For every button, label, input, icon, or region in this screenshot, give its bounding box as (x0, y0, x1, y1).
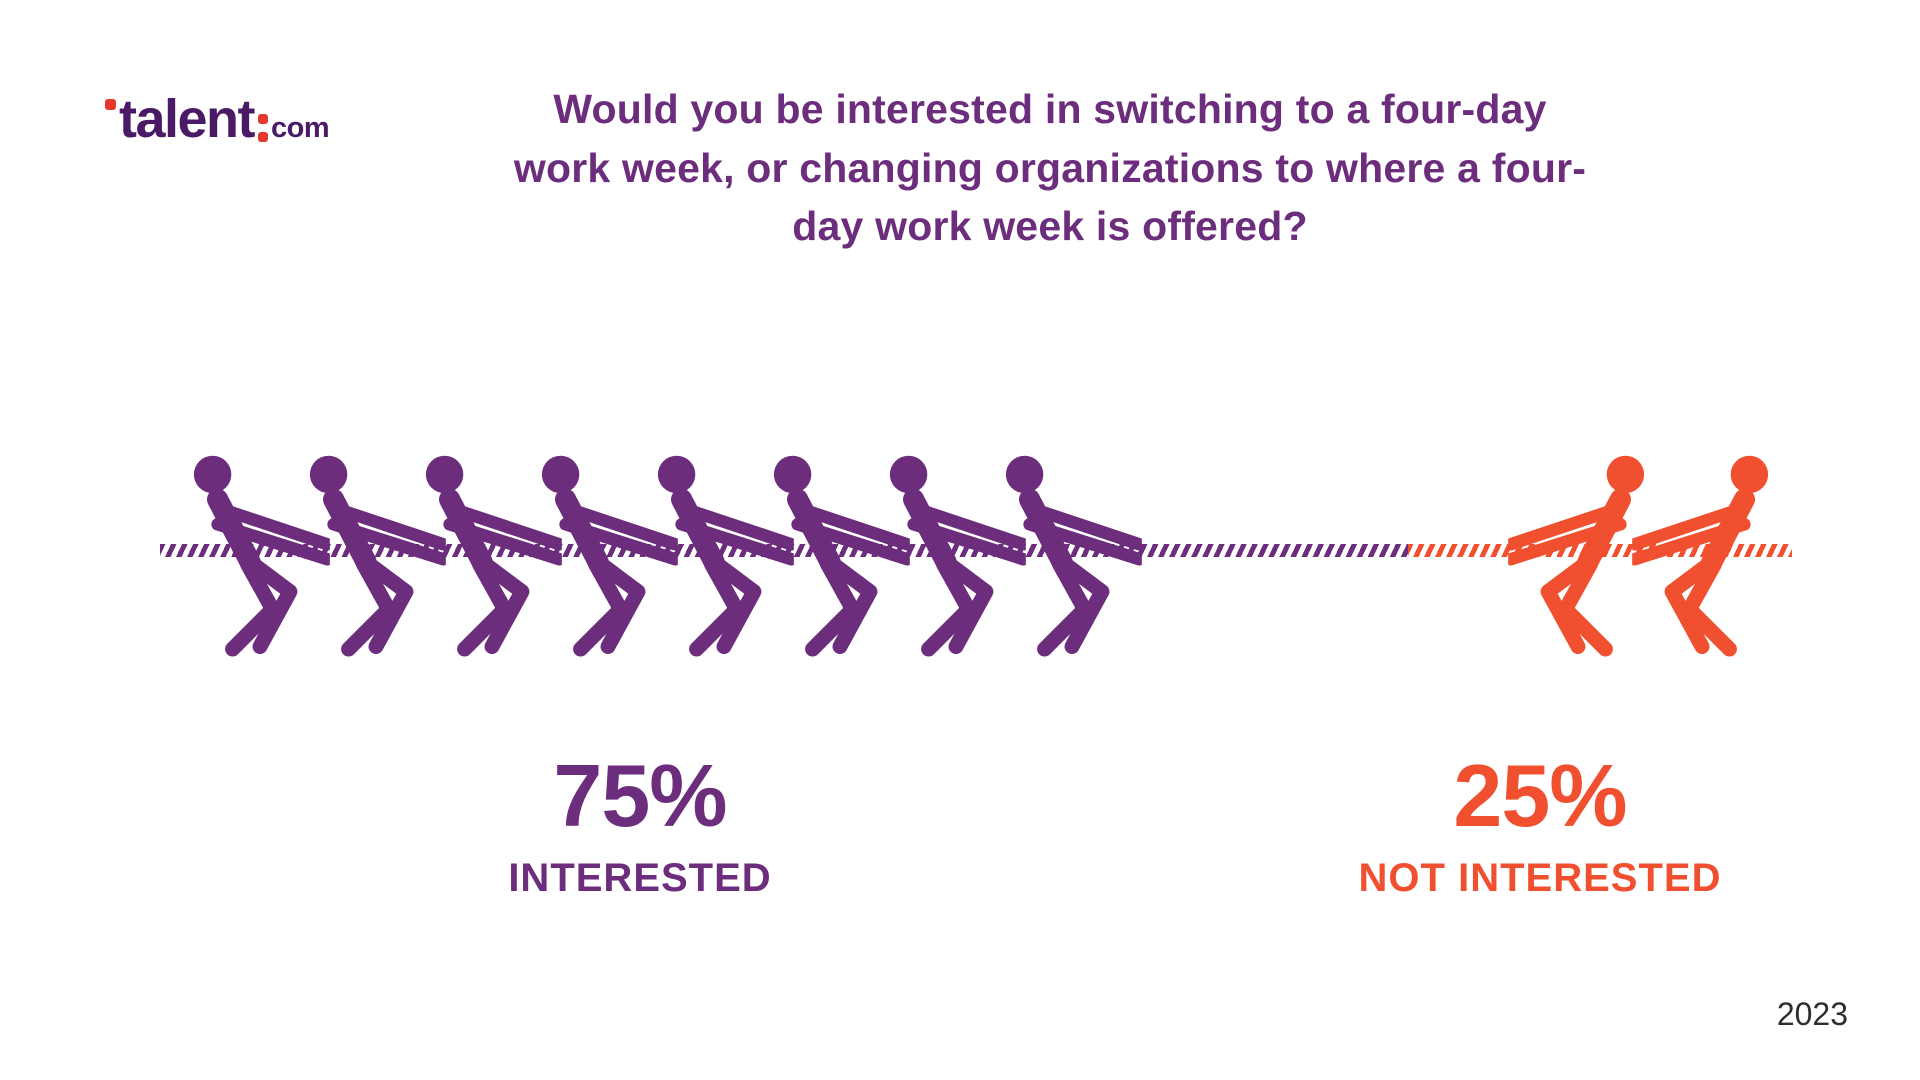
not-interested-label: NOT INTERESTED (1358, 856, 1722, 900)
survey-question-title: Would you be interested in switching to … (470, 80, 1630, 256)
logo-domain: com (271, 112, 330, 144)
talent-logo: talent com (105, 89, 330, 149)
not-interested-figure (1632, 452, 1782, 664)
logo-dot-icon (105, 99, 116, 110)
logo-colon-icon (258, 114, 269, 142)
interested-result: 75% INTERESTED (390, 752, 890, 901)
title-line-3: day work week is offered? (792, 203, 1308, 250)
interested-percent: 75% (553, 746, 727, 845)
interested-team (180, 452, 1108, 664)
logo-wordmark: talent (119, 89, 256, 149)
title-line-2: work week, or changing organizations to … (513, 144, 1587, 191)
year-label: 2023 (1776, 996, 1848, 1032)
not-interested-result: 25% NOT INTERESTED (1240, 752, 1840, 901)
title-line-1: Would you be interested in switching to … (553, 86, 1547, 132)
not-interested-percent: 25% (1453, 746, 1627, 845)
not-interested-team (1508, 452, 1756, 664)
interested-label: INTERESTED (508, 856, 772, 900)
interested-figure (992, 452, 1142, 664)
